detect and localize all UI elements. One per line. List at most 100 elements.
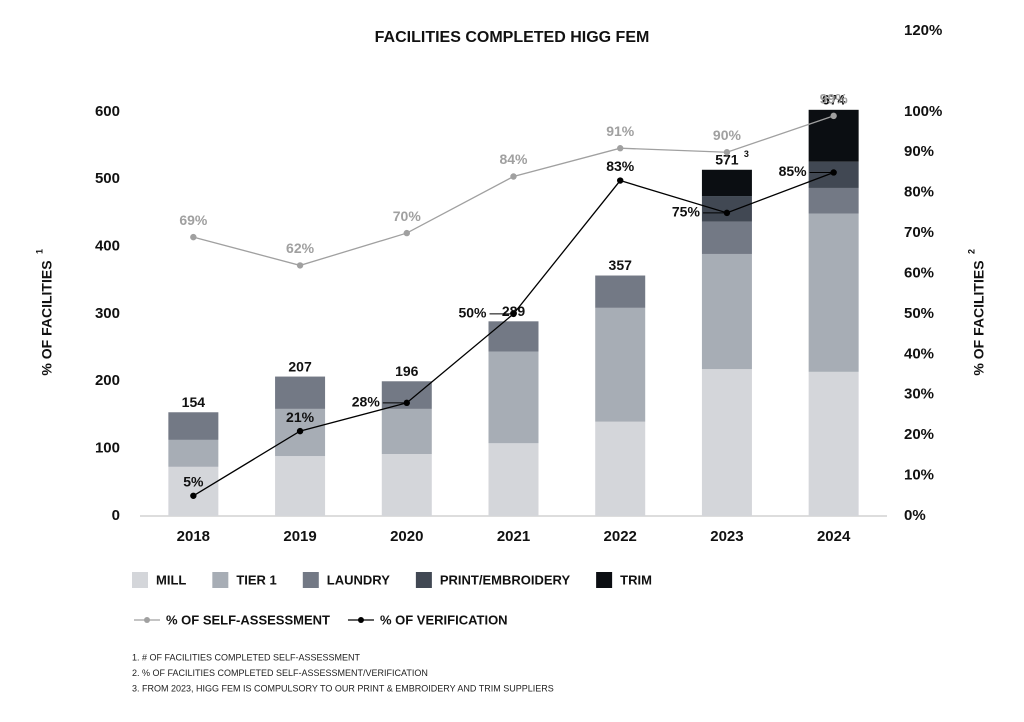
y2-label: % OF FACILITIES — [971, 260, 987, 375]
legend-swatch — [596, 572, 613, 588]
line-value-label: 69% — [179, 212, 208, 228]
total-label: 154 — [182, 394, 206, 410]
line-value-label: 84% — [499, 151, 528, 167]
y2-tick-label: 120% — [904, 22, 942, 39]
footnote: 1. # OF FACILITIES COMPLETED SELF-ASSESS… — [132, 652, 361, 662]
y2-tick-label: 20% — [904, 426, 934, 443]
y-label-note: 1 — [34, 249, 44, 254]
total-label: 571 — [715, 151, 739, 167]
y2-label-note: 2 — [966, 249, 976, 254]
bar-segment — [701, 169, 752, 197]
line-point — [830, 112, 837, 120]
bar-segment — [488, 321, 539, 352]
bar-segment — [595, 421, 646, 516]
bar-segment — [381, 408, 432, 455]
line-value-label: 50% — [458, 305, 487, 321]
legend-label: % OF VERIFICATION — [380, 612, 508, 627]
legend-swatch — [415, 572, 432, 588]
y-axis-title: % OF FACILITIES 1 — [34, 249, 54, 376]
y-tick-label: 400 — [95, 238, 120, 255]
x-tick-label: 2022 — [604, 528, 637, 545]
y2-tick-label: 70% — [904, 224, 934, 241]
y-tick-label: 0 — [112, 507, 120, 524]
y-tick-label: 100 — [95, 440, 120, 457]
line-value-label: 21% — [286, 409, 315, 425]
y-tick-label: 500 — [95, 170, 120, 187]
bar-segment — [488, 351, 539, 444]
bar-segment — [701, 369, 752, 516]
x-tick-label: 2020 — [390, 528, 423, 545]
line-point — [403, 399, 410, 407]
line-value-label: 85% — [779, 163, 808, 179]
x-tick-label: 2018 — [177, 528, 210, 545]
line-value-label: 91% — [606, 123, 635, 139]
bar-segment — [275, 376, 326, 409]
y2-tick-label: 40% — [904, 345, 934, 362]
legend-swatch — [302, 572, 319, 588]
y2-tick-label: 100% — [904, 103, 942, 120]
bar-segment — [168, 412, 219, 440]
line-value-label: 28% — [352, 394, 381, 410]
legend-label: TIER 1 — [236, 572, 276, 587]
line-point — [830, 169, 837, 176]
chart-title: FACILITIES COMPLETED HIGG FEM — [375, 29, 650, 46]
line-point — [510, 173, 517, 180]
footnote: 2. % OF FACILITIES COMPLETED SELF-ASSESS… — [132, 668, 428, 678]
bar-segment — [595, 307, 646, 422]
line-point — [403, 229, 410, 237]
y2-tick-label: 0% — [904, 507, 926, 524]
legend-swatch — [132, 572, 148, 588]
bar-segment — [701, 196, 752, 222]
line-value-label: 90% — [713, 127, 742, 143]
line-point — [617, 145, 624, 152]
bar-segment — [595, 275, 646, 308]
y-tick-label: 600 — [95, 103, 120, 120]
x-tick-label: 2024 — [817, 528, 851, 545]
bar-segment — [701, 253, 752, 370]
line-point — [296, 262, 304, 269]
bar-segment — [381, 454, 432, 516]
x-tick-label: 2019 — [283, 528, 316, 545]
y2-axis-title: % OF FACILITIES 2 — [966, 249, 986, 376]
y2-tick-label: 50% — [904, 305, 934, 322]
legend-label: PRINT/EMBROIDERY — [440, 572, 571, 587]
line-point — [190, 492, 197, 499]
total-label: 207 — [288, 358, 312, 374]
line-point — [510, 310, 517, 318]
legend-label: % OF SELF-ASSESSMENT — [166, 612, 330, 627]
line-point — [617, 177, 624, 184]
y-tick-label: 200 — [95, 372, 120, 389]
line-value-label: 62% — [286, 240, 315, 256]
line-value-label: 99% — [820, 91, 849, 107]
bar-segment — [275, 456, 326, 516]
bar-segment — [808, 371, 859, 516]
line-value-label: 70% — [393, 208, 422, 224]
line-point — [723, 149, 731, 156]
footnote: 3. FROM 2023, HIGG FEM IS COMPULSORY TO … — [132, 683, 554, 693]
y-label: % OF FACILITIES — [39, 260, 55, 375]
bar-segment — [488, 443, 539, 516]
legend-point — [357, 617, 364, 623]
y-tick-label: 300 — [95, 305, 120, 322]
line-point — [723, 209, 731, 217]
total-label: 674 — [822, 92, 846, 108]
x-tick-label: 2023 — [710, 528, 743, 545]
bar-segment — [168, 439, 219, 467]
bar-segment — [168, 466, 219, 516]
line-value-label: 83% — [606, 158, 635, 174]
legend-label: LAUNDRY — [327, 572, 390, 587]
legend-point — [144, 617, 150, 623]
legend-swatch — [212, 572, 229, 588]
y2-tick-label: 60% — [904, 264, 934, 281]
y2-tick-label: 80% — [904, 184, 934, 201]
y2-tick-label: 90% — [904, 143, 934, 160]
line-point — [296, 427, 304, 435]
bar-segment — [808, 213, 859, 372]
x-tick-label: 2021 — [497, 528, 530, 545]
line-point — [190, 233, 197, 241]
total-label: 357 — [609, 257, 633, 273]
legend-label: MILL — [156, 572, 186, 587]
line-value-label: 75% — [672, 204, 701, 220]
total-label: 196 — [395, 363, 419, 379]
